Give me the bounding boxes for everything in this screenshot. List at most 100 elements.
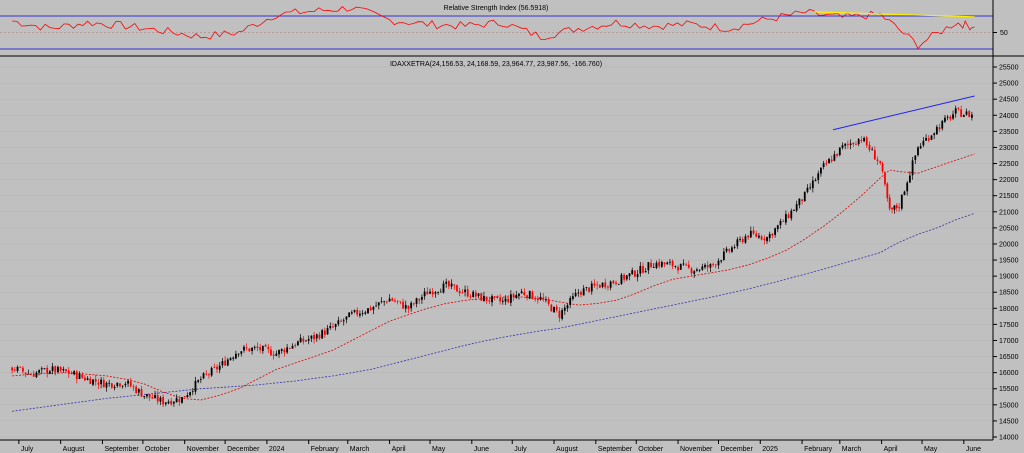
x-tick-label: September bbox=[598, 446, 633, 453]
candle-body bbox=[701, 266, 704, 270]
candle-body bbox=[634, 270, 636, 277]
candle-body bbox=[407, 305, 410, 309]
candle-body bbox=[771, 233, 774, 236]
candle-body bbox=[299, 337, 302, 343]
candle-body bbox=[526, 295, 528, 299]
candle-body bbox=[760, 236, 763, 240]
candle-body bbox=[261, 345, 264, 352]
price-y-tick-label: 14000 bbox=[999, 435, 1019, 442]
candle-body bbox=[445, 281, 448, 284]
candle-body bbox=[102, 379, 105, 388]
candle-body bbox=[353, 310, 356, 312]
candle-body bbox=[22, 367, 24, 372]
candle-body bbox=[817, 173, 820, 180]
candle-body bbox=[116, 382, 119, 387]
candle-body bbox=[534, 298, 537, 300]
candle-body bbox=[596, 284, 599, 286]
candle-body bbox=[216, 366, 218, 370]
candle-body bbox=[256, 346, 259, 348]
candle-body bbox=[383, 301, 386, 303]
candle-body bbox=[741, 239, 744, 243]
x-tick-label: February bbox=[804, 446, 833, 453]
candle-body bbox=[790, 210, 793, 219]
candle-body bbox=[270, 349, 272, 356]
candle-body bbox=[210, 367, 213, 376]
candle-body bbox=[78, 373, 81, 379]
candle-body bbox=[429, 291, 431, 294]
candle-body bbox=[542, 297, 545, 300]
candle-body bbox=[636, 274, 639, 278]
candle-body bbox=[186, 395, 189, 398]
candle-body bbox=[615, 282, 617, 284]
candle-body bbox=[181, 397, 183, 403]
candle-body bbox=[509, 294, 512, 303]
candle-body bbox=[604, 282, 607, 288]
rsi-series-line bbox=[12, 6, 975, 50]
candle-body bbox=[952, 114, 954, 119]
candle-body bbox=[323, 330, 326, 335]
candle-body bbox=[674, 266, 677, 268]
candle-body bbox=[491, 296, 493, 303]
candle-body bbox=[162, 397, 165, 405]
candle-body bbox=[547, 298, 550, 304]
candle-body bbox=[868, 144, 871, 151]
candle-body bbox=[84, 377, 86, 381]
candle-body bbox=[652, 267, 655, 268]
rsi-title: Relative Strength Index (56.5918) bbox=[444, 5, 549, 12]
candle-body bbox=[793, 210, 795, 211]
price-y-tick-label: 17500 bbox=[999, 322, 1019, 329]
price-y-axis: 14000 14500 15000 15500 16000 16500 17000 17500… bbox=[993, 65, 1019, 442]
candle-body bbox=[388, 298, 391, 302]
candle-body bbox=[183, 396, 186, 398]
candle-body bbox=[914, 155, 917, 160]
candle-body bbox=[477, 293, 480, 296]
candle-body bbox=[367, 308, 369, 314]
candle-body bbox=[766, 237, 768, 242]
x-tick-label: July bbox=[21, 446, 34, 453]
candle-body bbox=[704, 264, 706, 268]
candle-body bbox=[941, 120, 944, 129]
candle-body bbox=[642, 266, 644, 273]
candle-body bbox=[787, 214, 790, 218]
candle-body bbox=[154, 394, 156, 398]
candle-body bbox=[585, 286, 588, 288]
candle-body bbox=[469, 296, 472, 298]
candle-body bbox=[412, 303, 415, 305]
candle-body bbox=[736, 239, 739, 247]
candle-body bbox=[46, 367, 49, 374]
candle-body bbox=[194, 380, 197, 392]
candle-body bbox=[372, 307, 375, 310]
x-axis: July August September October November Decemb… bbox=[18, 440, 981, 453]
candle-body bbox=[191, 391, 194, 393]
candle-body bbox=[898, 207, 901, 209]
candle-body bbox=[846, 143, 849, 145]
candle-body bbox=[814, 180, 817, 182]
price-y-tick-label: 25000 bbox=[999, 81, 1019, 88]
candle-body bbox=[243, 346, 245, 351]
candle-body bbox=[523, 292, 526, 296]
candle-body bbox=[722, 251, 725, 260]
candle-body bbox=[264, 344, 267, 347]
candle-body bbox=[545, 299, 547, 301]
candle-body bbox=[685, 264, 688, 266]
candle-body bbox=[971, 114, 973, 118]
candle-body bbox=[67, 370, 70, 374]
candle-body bbox=[712, 264, 714, 265]
candle-body bbox=[418, 299, 421, 301]
candle-body bbox=[507, 298, 510, 303]
price-y-tick-label: 15500 bbox=[999, 386, 1019, 393]
candle-body bbox=[404, 304, 407, 309]
candle-body bbox=[669, 261, 671, 263]
candle-body bbox=[237, 353, 240, 355]
candle-body bbox=[550, 304, 553, 312]
candle-body bbox=[137, 389, 140, 393]
candle-body bbox=[588, 287, 590, 292]
candle-body bbox=[639, 266, 642, 274]
candle-body bbox=[394, 300, 396, 302]
candle-body bbox=[208, 374, 210, 376]
candle-body bbox=[251, 347, 253, 352]
candle-body bbox=[375, 305, 377, 307]
candle-body bbox=[278, 350, 280, 355]
